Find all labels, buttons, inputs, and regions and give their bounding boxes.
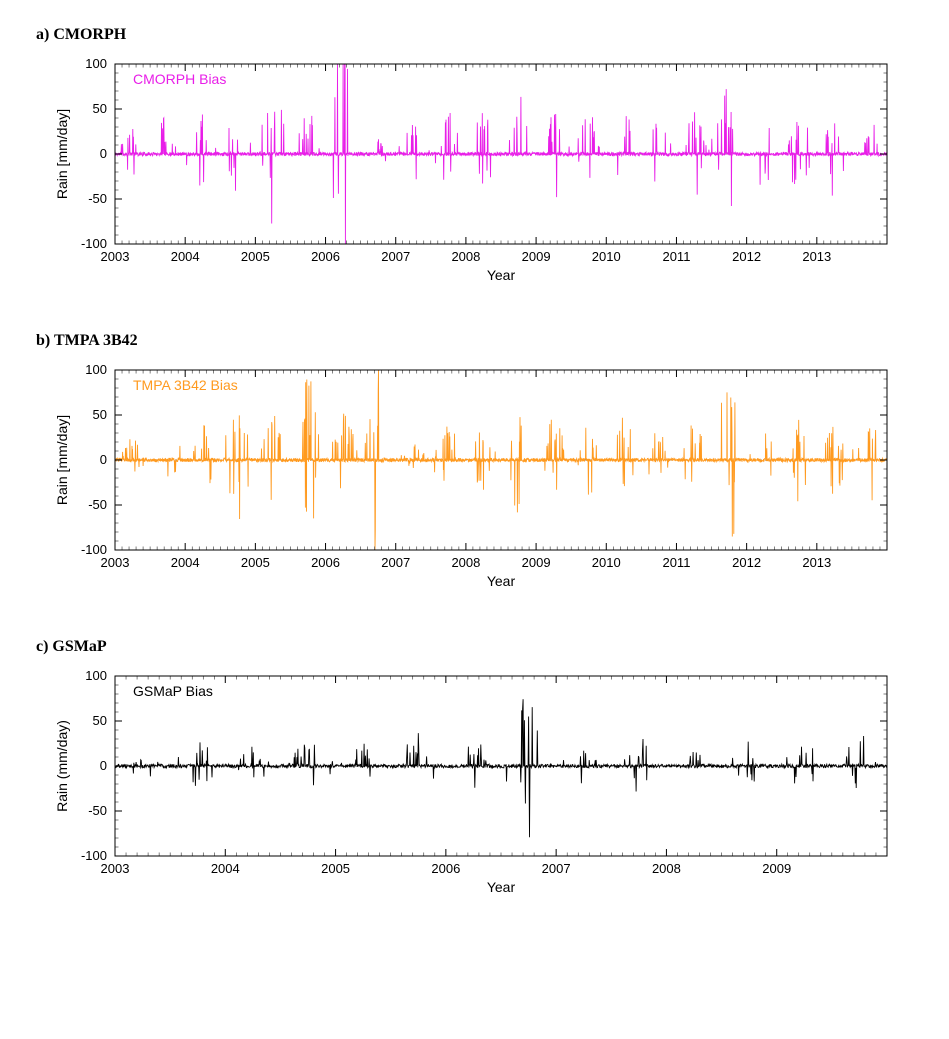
x-axis-label: Year xyxy=(486,573,515,589)
x-tick-label: 2005 xyxy=(321,861,350,876)
x-tick-label: 2007 xyxy=(541,861,570,876)
x-tick-label: 2006 xyxy=(431,861,460,876)
y-tick-label: 100 xyxy=(85,668,107,683)
chart-panel: b) TMPA 3B42 2003 2004 2005 2006 2007 2008 2009… xyxy=(30,332,919,596)
x-tick-label: 2007 xyxy=(381,555,410,570)
x-tick-label: 2004 xyxy=(170,249,199,264)
y-tick-label: -50 xyxy=(88,191,107,206)
timeseries-chart: 2003 2004 2005 2006 2007 2008 2009 2010 2011 2012… xyxy=(45,356,905,596)
timeseries-chart: 2003 2004 2005 2006 2007 2008 2009 -100 -50 0 50 10… xyxy=(45,662,905,902)
legend-text: GSMaP Bias xyxy=(133,683,213,699)
x-tick-label: 2003 xyxy=(100,555,129,570)
panel-title: a) CMORPH xyxy=(36,26,919,44)
x-axis-label: Year xyxy=(486,879,515,895)
panel-title: c) GSMaP xyxy=(36,638,919,656)
x-tick-label: 2011 xyxy=(662,249,690,264)
x-tick-label: 2004 xyxy=(210,861,239,876)
legend-text: TMPA 3B42 Bias xyxy=(133,377,238,393)
x-tick-label: 2006 xyxy=(311,555,340,570)
timeseries-chart: 2003 2004 2005 2006 2007 2008 2009 2010 2011 2012… xyxy=(45,50,905,290)
x-tick-label: 2010 xyxy=(591,249,620,264)
y-tick-label: 0 xyxy=(99,146,106,161)
x-tick-label: 2011 xyxy=(662,555,690,570)
y-tick-label: -100 xyxy=(80,542,106,557)
x-tick-label: 2006 xyxy=(311,249,340,264)
y-tick-label: -50 xyxy=(88,497,107,512)
y-tick-label: 50 xyxy=(92,713,106,728)
x-tick-label: 2003 xyxy=(100,249,129,264)
x-tick-label: 2013 xyxy=(802,555,831,570)
x-tick-label: 2013 xyxy=(802,249,831,264)
x-tick-label: 2012 xyxy=(732,555,761,570)
chart-panel: c) GSMaP 2003 2004 2005 2006 2007 2008 2009 -100… xyxy=(30,638,919,902)
y-axis-label: Rain (mm/day) xyxy=(54,720,70,812)
y-axis-label: Rain [mm/day] xyxy=(54,109,70,199)
y-tick-label: -50 xyxy=(88,803,107,818)
x-tick-label: 2009 xyxy=(521,555,550,570)
y-tick-label: 100 xyxy=(85,56,107,71)
x-tick-label: 2009 xyxy=(762,861,791,876)
x-tick-label: 2003 xyxy=(100,861,129,876)
x-tick-label: 2007 xyxy=(381,249,410,264)
legend-text: CMORPH Bias xyxy=(133,71,226,87)
x-tick-label: 2004 xyxy=(170,555,199,570)
x-axis-label: Year xyxy=(486,267,515,283)
x-tick-label: 2005 xyxy=(240,249,269,264)
x-tick-label: 2012 xyxy=(732,249,761,264)
x-tick-label: 2008 xyxy=(451,249,480,264)
x-tick-label: 2009 xyxy=(521,249,550,264)
y-tick-label: 100 xyxy=(85,362,107,377)
chart-panel: a) CMORPH 2003 2004 2005 2006 2007 2008 2009 201… xyxy=(30,26,919,290)
y-axis-label: Rain [mm/day] xyxy=(54,415,70,505)
y-tick-label: -100 xyxy=(80,236,106,251)
x-tick-label: 2008 xyxy=(451,555,480,570)
x-tick-label: 2005 xyxy=(240,555,269,570)
y-tick-label: 50 xyxy=(92,101,106,116)
x-tick-label: 2008 xyxy=(651,861,680,876)
x-tick-label: 2010 xyxy=(591,555,620,570)
y-tick-label: 0 xyxy=(99,758,106,773)
y-tick-label: 50 xyxy=(92,407,106,422)
y-tick-label: 0 xyxy=(99,452,106,467)
panel-title: b) TMPA 3B42 xyxy=(36,332,919,350)
y-tick-label: -100 xyxy=(80,848,106,863)
